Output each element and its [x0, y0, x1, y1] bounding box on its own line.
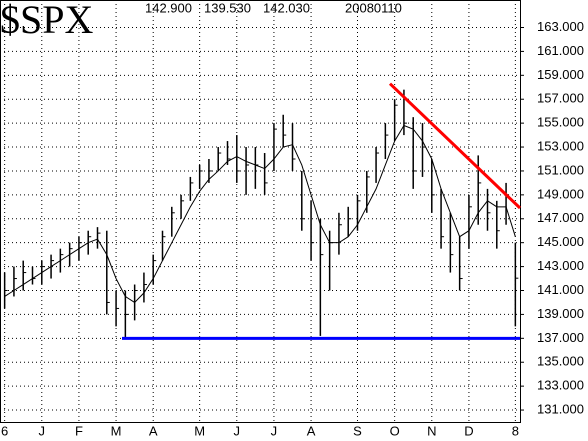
y-tick-label: 141.000 [537, 282, 584, 297]
trend-line [388, 82, 522, 210]
x-tick-label: O [390, 423, 400, 438]
y-tick-label: 137.000 [537, 330, 584, 345]
x-tick-label: N [427, 423, 436, 438]
y-tick-label: 151.000 [537, 162, 584, 177]
x-tick-label: S [353, 423, 362, 438]
x-tick-label: M [194, 423, 205, 438]
quote-high: 142.900 [145, 0, 192, 15]
x-tick-label: A [307, 423, 316, 438]
y-tick-label: 163.000 [537, 19, 584, 34]
y-tick-label: 139.000 [537, 306, 584, 321]
quote-close: 142.030 [263, 0, 310, 15]
y-tick-label: 143.000 [537, 258, 584, 273]
y-tick-label: 153.000 [537, 138, 584, 153]
y-tick-label: 157.000 [537, 91, 584, 106]
quote-low: 139.530 [204, 0, 251, 15]
plot-frame [0, 0, 521, 423]
x-tick-label: J [234, 423, 241, 438]
y-tick-label: 159.000 [537, 67, 584, 82]
y-tick-label: 131.000 [537, 401, 584, 416]
x-tick-label: A [149, 423, 158, 438]
x-tick-label: D [464, 423, 473, 438]
y-tick-label: 155.000 [537, 115, 584, 130]
y-tick-label: 135.000 [537, 354, 584, 369]
y-tick-label: 147.000 [537, 210, 584, 225]
x-tick-label: 6 [1, 423, 8, 438]
x-tick-label: J [271, 423, 278, 438]
x-tick-label: F [75, 423, 83, 438]
quote-date: 20080110 [345, 0, 402, 15]
y-tick-label: 133.000 [537, 378, 584, 393]
x-tick-label: M [111, 423, 122, 438]
x-tick-label: J [39, 423, 46, 438]
y-tick-label: 145.000 [537, 234, 584, 249]
chart-title: $SPX [0, 0, 93, 42]
y-tick-label: 161.000 [537, 43, 584, 58]
x-tick-label: 8 [512, 423, 519, 438]
moving-average [4, 124, 516, 304]
y-tick-label: 149.000 [537, 186, 584, 201]
